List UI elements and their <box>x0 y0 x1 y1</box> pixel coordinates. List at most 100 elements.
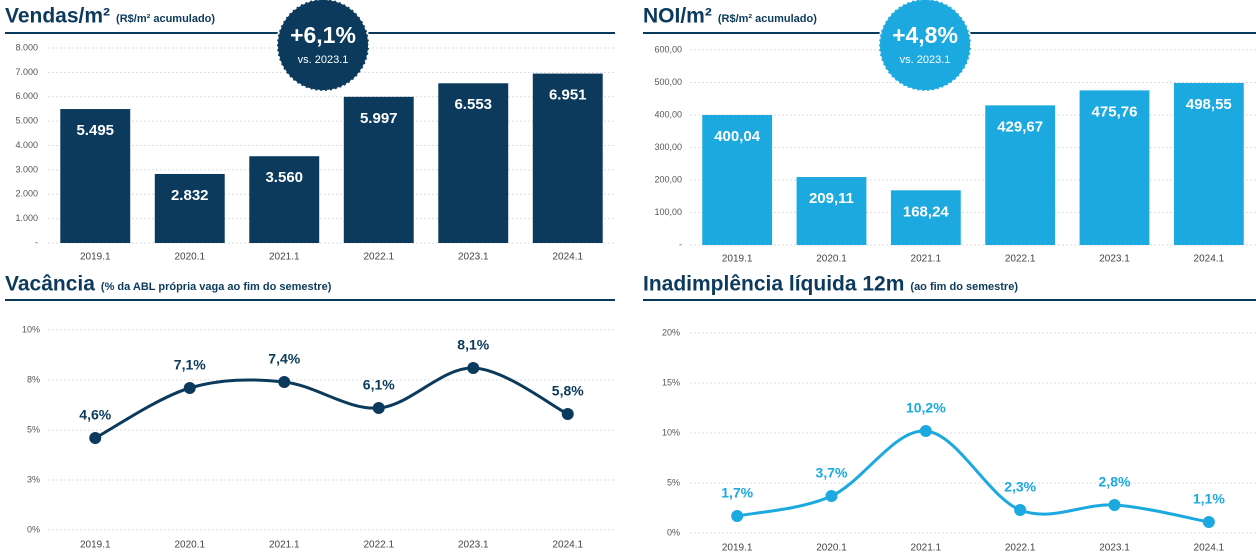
y-tick-label: 100,00 <box>654 207 682 217</box>
data-label: 5.997 <box>360 110 398 127</box>
y-tick-label: 600,00 <box>654 44 682 54</box>
y-tick-label: 5% <box>667 477 680 487</box>
chart-title: Inadimplência líquida 12m <box>643 273 904 296</box>
x-tick-label: 2022.1 <box>1005 543 1036 554</box>
point <box>1014 504 1027 516</box>
data-label: 8,1% <box>457 337 489 353</box>
point <box>825 490 838 502</box>
data-label: 2,8% <box>1099 474 1131 490</box>
x-tick-label: 2020.1 <box>174 540 205 551</box>
badge <box>878 0 972 92</box>
chart-subtitle: (R$/m² acumulado) <box>116 13 215 25</box>
bar <box>438 83 509 243</box>
y-tick-label: 10% <box>662 427 680 437</box>
y-tick-label: 300,00 <box>654 142 682 152</box>
bar <box>702 114 773 245</box>
point <box>467 362 480 374</box>
y-tick-label: 5.000 <box>15 116 38 126</box>
data-label: 3.560 <box>265 169 303 186</box>
chart-title: Vacância <box>5 273 95 296</box>
data-label: 6.553 <box>454 96 492 113</box>
x-tick-label: 2020.1 <box>816 543 847 554</box>
data-label: 5,8% <box>552 383 584 399</box>
x-tick-label: 2023.1 <box>458 540 489 551</box>
x-tick-label: 2023.1 <box>1099 254 1130 265</box>
chart-subtitle: (% da ABL própria vaga ao fim do semestr… <box>101 281 332 293</box>
bar <box>343 96 414 244</box>
badge-value: +4,8% <box>892 22 958 48</box>
y-tick-label: 3% <box>27 474 40 484</box>
y-tick-label: 20% <box>662 327 680 337</box>
x-tick-label: 2024.1 <box>1194 254 1225 265</box>
point <box>372 402 385 414</box>
data-label: 6,1% <box>363 377 395 393</box>
y-tick-label: 7.000 <box>15 67 38 77</box>
chart-subtitle: (ao fim do semestre) <box>910 281 1018 293</box>
y-tick-label: 200,00 <box>654 174 682 184</box>
badge <box>276 0 370 92</box>
data-label: 7,1% <box>174 357 206 373</box>
bar <box>1079 90 1150 246</box>
point <box>183 382 196 394</box>
x-tick-label: 2020.1 <box>174 252 205 263</box>
x-tick-label: 2024.1 <box>552 540 583 551</box>
point <box>919 425 932 437</box>
x-tick-label: 2023.1 <box>1099 543 1130 554</box>
chart-title: NOI/m² <box>643 5 712 28</box>
bar <box>1173 82 1244 245</box>
y-tick-label: 8% <box>27 374 40 384</box>
data-label: 6.951 <box>549 87 587 104</box>
bar <box>985 105 1056 246</box>
y-tick-label: 400,00 <box>654 109 682 119</box>
point <box>278 376 291 388</box>
point <box>1202 516 1215 528</box>
x-tick-label: 2022.1 <box>1005 254 1036 265</box>
bar <box>796 177 867 245</box>
data-label: 209,11 <box>809 190 854 207</box>
y-tick-label: 8.000 <box>15 42 38 52</box>
x-tick-label: 2023.1 <box>458 252 489 263</box>
bar <box>249 156 320 243</box>
bar <box>890 190 961 245</box>
y-tick-label: 1.000 <box>15 213 38 223</box>
data-label: 3,7% <box>816 465 848 481</box>
data-label: 475,76 <box>1092 103 1138 120</box>
x-tick-label: 2019.1 <box>722 543 753 554</box>
y-tick-label: - <box>679 239 682 249</box>
data-label: 400,04 <box>714 128 761 145</box>
data-label: 2,3% <box>1004 479 1036 495</box>
data-label: 5.495 <box>76 122 114 139</box>
bar <box>532 73 603 244</box>
bar <box>154 173 225 243</box>
data-label: 1,1% <box>1193 491 1225 507</box>
y-tick-label: 3.000 <box>15 164 38 174</box>
y-tick-label: 5% <box>27 424 40 434</box>
point <box>89 432 102 444</box>
y-tick-label: 0% <box>27 524 40 534</box>
data-label: 1,7% <box>721 485 753 501</box>
data-label: 4,6% <box>79 407 111 423</box>
x-tick-label: 2022.1 <box>363 252 394 263</box>
x-tick-label: 2024.1 <box>1194 543 1225 554</box>
y-tick-label: 6.000 <box>15 91 38 101</box>
y-tick-label: 2.000 <box>15 189 38 199</box>
x-tick-label: 2021.1 <box>269 540 300 551</box>
data-label: 7,4% <box>268 351 300 367</box>
y-tick-label: 15% <box>662 377 680 387</box>
y-tick-label: 10% <box>22 324 40 334</box>
chart-subtitle: (R$/m² acumulado) <box>718 13 817 25</box>
y-tick-label: 4.000 <box>15 140 38 150</box>
data-label: 10,2% <box>906 400 946 416</box>
data-label: 498,55 <box>1186 96 1232 113</box>
badge-note: vs. 2023.1 <box>900 54 951 66</box>
badge-note: vs. 2023.1 <box>298 54 349 66</box>
data-label: 2.832 <box>171 187 209 204</box>
x-tick-label: 2019.1 <box>80 252 111 263</box>
x-tick-label: 2020.1 <box>816 254 847 265</box>
x-tick-label: 2022.1 <box>363 540 394 551</box>
badge-value: +6,1% <box>290 22 356 48</box>
line <box>736 429 1210 524</box>
x-tick-label: 2019.1 <box>722 254 753 265</box>
data-label: 429,67 <box>997 118 1043 135</box>
